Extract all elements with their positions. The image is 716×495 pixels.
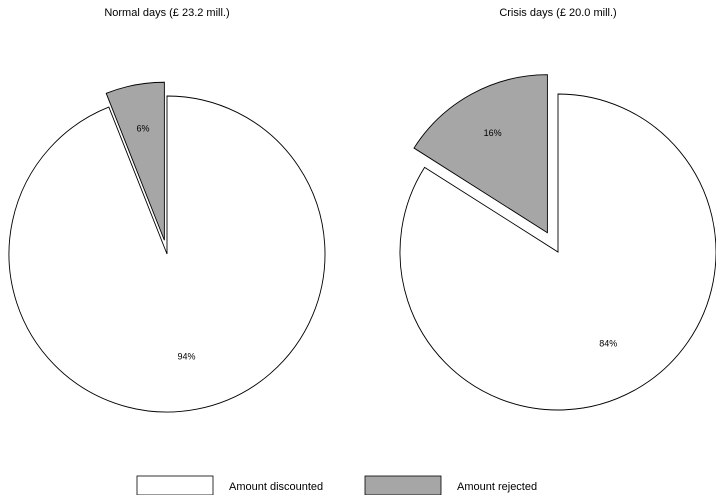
pie-slice-label: 94%: [178, 351, 196, 361]
pie-slice-label: 16%: [484, 128, 502, 138]
legend-swatch-discounted: [136, 475, 214, 495]
pie-title-normal: Normal days (£ 23.2 mill.): [104, 7, 229, 19]
legend-label-discounted: Amount discounted: [229, 481, 323, 493]
pie-slice-rejected: [105, 81, 165, 241]
pie-slice-label: 6%: [137, 124, 150, 134]
pie-normal-days: 94% 6%: [8, 81, 326, 413]
pie-slice-discounted: [399, 93, 716, 411]
legend-label-rejected: Amount rejected: [457, 481, 537, 493]
pie-crisis-days: 84% 16%: [399, 74, 716, 411]
pie-slice-label: 84%: [599, 338, 617, 348]
pie-title-crisis: Crisis days (£ 20.0 mill.): [499, 7, 616, 19]
pie-slice-discounted: [8, 95, 326, 413]
legend: Amount discounted Amount rejected: [136, 475, 537, 495]
legend-swatch-rejected: [364, 475, 442, 495]
pie-slice-rejected: [413, 74, 548, 234]
